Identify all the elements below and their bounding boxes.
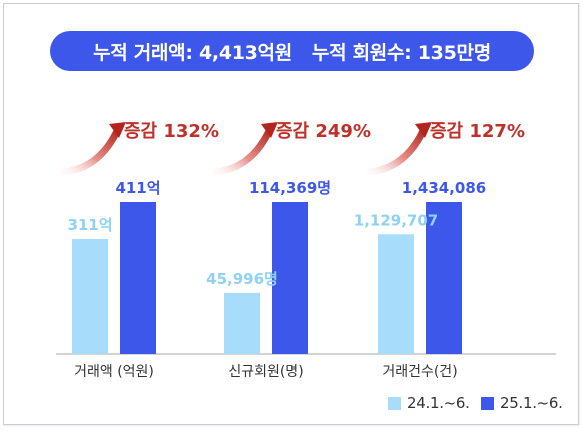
summary-banner: 누적 거래액: 4,413억원 누적 회원수: 135만명 bbox=[50, 31, 534, 71]
category-label-1: 거래액 (억원) bbox=[74, 364, 154, 380]
growth-arrow-3 bbox=[366, 125, 428, 176]
data-label-2024-2: 45,996명 bbox=[206, 270, 278, 288]
legend-item-1: 24.1.~6. bbox=[388, 394, 470, 412]
bar-2024-1 bbox=[72, 238, 108, 354]
total-amount-text: 누적 거래액: 4,413억원 bbox=[93, 41, 292, 64]
growth-arrowhead-3 bbox=[415, 122, 432, 138]
bar-2025-3 bbox=[426, 202, 462, 354]
growth-annotation-2: 증감 249% bbox=[276, 121, 371, 142]
legend-item-2: 25.1.~6. bbox=[481, 394, 563, 412]
total-members-text: 누적 회원수: 135만명 bbox=[311, 41, 491, 64]
legend-label-2: 25.1.~6. bbox=[500, 394, 563, 412]
growth-arrowhead-2 bbox=[261, 122, 278, 138]
bar-2024-3 bbox=[378, 234, 414, 354]
growth-arrow-1 bbox=[60, 125, 122, 176]
data-label-2025-2: 114,369명 bbox=[249, 179, 331, 197]
growth-annotation-1: 증감 132% bbox=[124, 121, 219, 142]
legend-label-1: 24.1.~6. bbox=[407, 394, 470, 412]
growth-arrow-2 bbox=[212, 125, 274, 176]
category-label-2: 신규회원(명) bbox=[228, 364, 303, 380]
data-label-2024-1: 311억 bbox=[67, 216, 112, 234]
growth-annotation-3: 증감 127% bbox=[430, 121, 525, 142]
bar-2024-2 bbox=[224, 292, 260, 354]
category-label-3: 거래건수(건) bbox=[382, 364, 457, 380]
data-label-2025-1: 411억 bbox=[115, 179, 160, 197]
legend-swatch-1 bbox=[388, 396, 401, 410]
legend-swatch-2 bbox=[481, 396, 494, 410]
bar-2025-1 bbox=[120, 202, 156, 354]
data-label-2024-3: 1,129,707 bbox=[354, 211, 438, 229]
bar-2025-2 bbox=[272, 202, 308, 354]
data-label-2025-3: 1,434,086 bbox=[402, 179, 486, 197]
growth-arrowhead-1 bbox=[109, 122, 126, 138]
